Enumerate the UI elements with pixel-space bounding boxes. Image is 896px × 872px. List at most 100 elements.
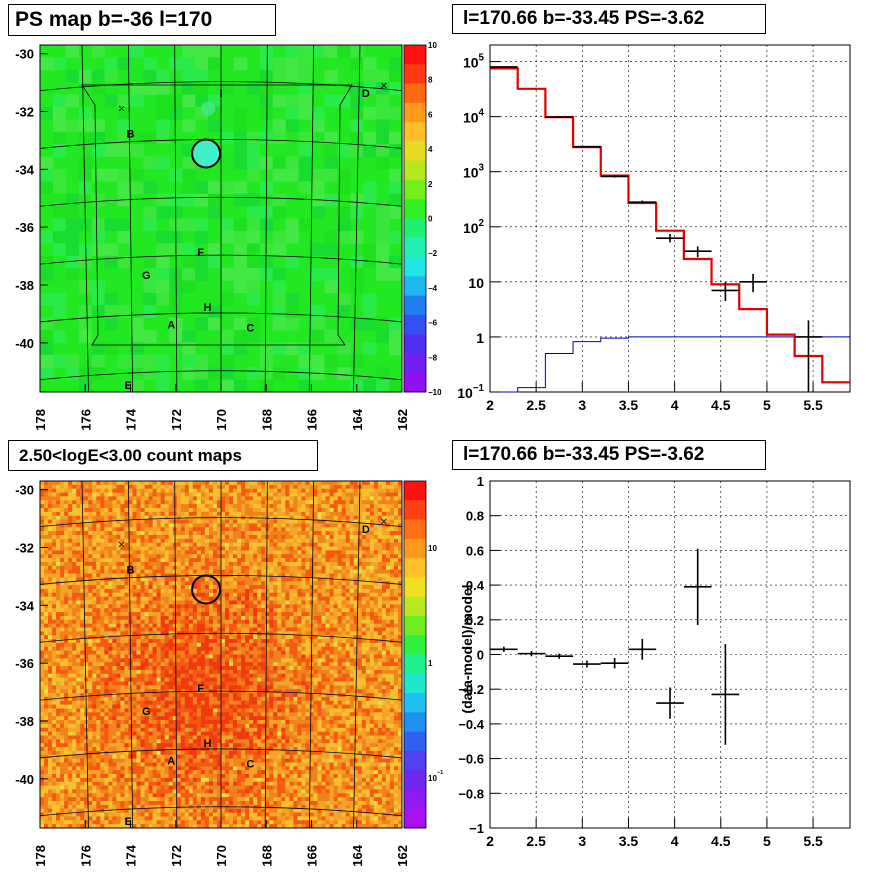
ps-map-cell: [52, 218, 67, 232]
ps-map-cell: [389, 206, 403, 219]
ps-map-cell: [337, 94, 351, 108]
count-map-cell: [180, 727, 186, 732]
count-map-cell: [64, 820, 69, 825]
count-map-cell: [84, 615, 89, 621]
count-map-cell: [212, 789, 218, 794]
count-map-cell: [136, 739, 141, 744]
ps-map-cell: [91, 354, 105, 368]
count-map-cell: [40, 642, 45, 648]
ps-map-cell: [298, 131, 312, 145]
count-map-cell: [196, 592, 202, 597]
ps-map-cell: [311, 119, 325, 133]
ps-map-cell: [337, 292, 351, 306]
count-map-cell: [124, 631, 129, 636]
count-map-cell: [112, 743, 117, 748]
count-map-cell: [152, 600, 157, 605]
count-map-cell: [164, 558, 170, 563]
count-map-cell: [120, 804, 125, 810]
count-map-cell: [132, 797, 137, 802]
ps-map-cell: [143, 131, 157, 145]
count-map-cell: [100, 604, 105, 609]
count-map-cell: [221, 696, 226, 702]
count-map-cell: [229, 481, 234, 486]
count-map-cell: [168, 534, 174, 540]
count-map-cell: [172, 716, 178, 721]
count-map-cell: [80, 789, 85, 794]
count-map-cell: [136, 558, 141, 563]
count-map-cell: [192, 727, 198, 732]
ps-map-cell: [298, 57, 312, 71]
count-map-cell: [208, 581, 214, 586]
count-map-cell: [212, 700, 218, 705]
count-map-cell: [52, 519, 57, 524]
count-map-cell: [200, 696, 206, 702]
count-map-cell: [168, 673, 174, 678]
count-map-cell: [104, 588, 109, 594]
count-map-cell: [108, 639, 113, 644]
count-map-cell: [237, 677, 242, 682]
ps-map-cell: [104, 342, 118, 356]
count-map-cell: [112, 642, 117, 648]
count-map-cell: [172, 600, 178, 605]
count-map-cell: [200, 523, 206, 528]
count-map-cell: [212, 754, 218, 759]
count-map-cell: [88, 523, 93, 528]
count-map-cell: [80, 743, 85, 748]
count-map-cell: [212, 627, 218, 632]
count-map-cell: [44, 750, 49, 756]
count-map-cell: [152, 585, 157, 590]
ps-map-cell: [40, 230, 54, 244]
count-map-cell: [188, 619, 194, 624]
count-map-cell: [204, 708, 210, 713]
count-map-cell: [200, 754, 206, 759]
count-map-cell: [40, 546, 45, 551]
count-map-cell: [124, 716, 129, 721]
count-map-cell: [64, 723, 69, 729]
count-map-cell: [225, 801, 230, 806]
count-map-cell: [212, 824, 218, 829]
count-map-cell: [52, 542, 57, 547]
count-map-cell: [104, 808, 109, 813]
count-map-cell: [76, 731, 81, 736]
ps-map-cell: [376, 144, 390, 157]
count-map-cell: [164, 754, 170, 759]
count-map-cell: [48, 716, 53, 721]
count-map-cell: [112, 793, 117, 798]
count-map-cell: [92, 689, 97, 694]
count-map-cell: [176, 700, 182, 705]
count-map-cell: [40, 777, 45, 783]
count-map-cell: [100, 801, 105, 806]
count-map-cell: [168, 565, 174, 570]
count-map-cell: [112, 727, 117, 732]
count-map-cell: [104, 750, 109, 756]
count-map-cell: [152, 820, 157, 825]
count-map-cell: [225, 758, 230, 763]
count-map-cell: [132, 777, 137, 783]
count-map-cell: [188, 716, 194, 721]
count-map-cell: [184, 824, 190, 829]
ps-map-cell: [324, 243, 338, 256]
count-map-cell: [208, 673, 214, 678]
count-map-cell: [233, 538, 238, 543]
count-map-cell: [168, 484, 174, 490]
count-map-cell: [52, 484, 57, 490]
count-map-cell: [112, 631, 117, 636]
count-map-cell: [168, 569, 174, 574]
count-map-cell: [168, 515, 174, 520]
count-map-cell: [128, 561, 133, 567]
count-map-cell: [88, 720, 93, 725]
ps-map-cell: [143, 181, 157, 195]
count-map-cell: [184, 677, 190, 682]
count-map-cell: [104, 770, 109, 775]
count-map-cell: [68, 604, 73, 609]
count-map-cell: [64, 588, 69, 594]
count-map-cell: [104, 681, 109, 686]
count-map-cell: [52, 720, 57, 725]
ps-map-cell: [259, 268, 274, 281]
count-map-cell: [104, 797, 109, 802]
count-map-cell: [136, 523, 141, 528]
count-map-cell: [200, 739, 206, 744]
count-map-cell: [180, 639, 186, 644]
count-map-cell: [237, 608, 242, 613]
count-map-cell: [196, 727, 202, 732]
